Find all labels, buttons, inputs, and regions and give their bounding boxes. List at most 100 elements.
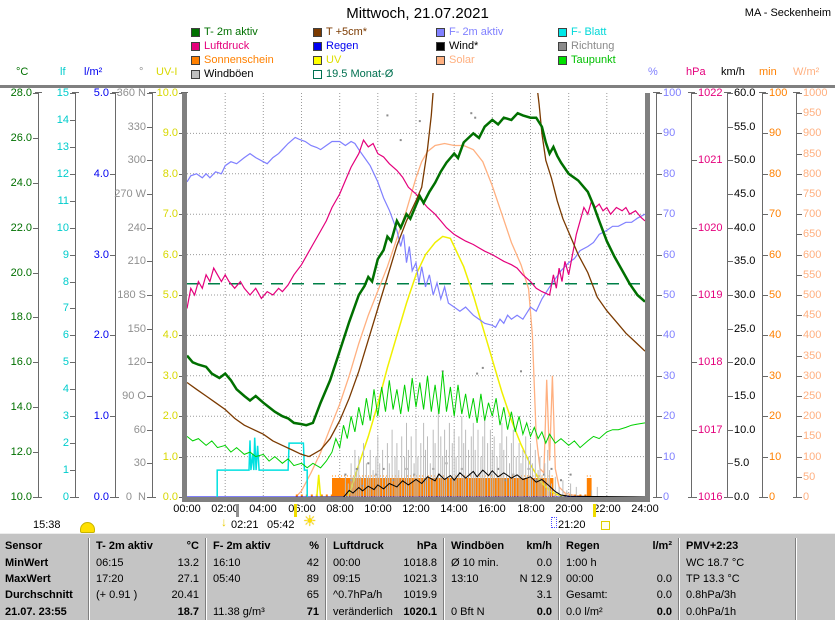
table-cell-text: F- 2m aktiv: [213, 540, 271, 553]
axis-unit-solar-rad: W/m²: [793, 66, 820, 78]
table-cell-value: 0.0: [536, 556, 552, 569]
axis-tick: [147, 362, 152, 363]
axis-tick: [33, 407, 38, 408]
axis-tick: [657, 133, 662, 134]
moonset-marker: [236, 504, 239, 517]
axis-unit-direction: °: [139, 66, 144, 78]
table-cell-text: PMV+2:23: [686, 540, 739, 553]
legend-label: Taupunkt: [571, 54, 616, 66]
axis-label-leaf-wetness: 3: [62, 410, 69, 422]
axis-label-uv-index: 5.0: [162, 289, 178, 301]
axis-tick: [797, 154, 802, 155]
axis-unit-uv-index: UV-I: [156, 66, 178, 78]
stats-table: Sensor T- 2m aktiv °C F- 2m aktiv% Luftdruck…: [0, 533, 835, 620]
axis-label-humidity: 100: [663, 87, 682, 99]
axis-label-direction: 90 O: [122, 390, 146, 402]
axis-tick: [70, 335, 75, 336]
axis-tick: [763, 295, 768, 296]
axis-tick: [797, 255, 802, 256]
axis-label-wind-speed: 20.0: [734, 356, 756, 368]
axis-label-wind-speed: 60.0: [734, 87, 756, 99]
table-cell-text: 05:40: [213, 572, 241, 585]
axis-tick: [179, 376, 184, 377]
table-cell-text: Gesamt:: [566, 589, 608, 602]
axis-cap: [112, 497, 119, 498]
axis-tick: [692, 362, 697, 363]
table-cell-2-0: Luftdruck hPa: [325, 538, 443, 555]
axis-line-pressure: [691, 92, 692, 498]
axis-tick: [763, 335, 768, 336]
axis-unit-sunshine-min: min: [759, 66, 777, 78]
table-cell-text: 11.38 g/m³: [213, 605, 265, 618]
table-cell-2-4: veränderlich 1020.1: [325, 603, 443, 620]
table-cell-4-2: 00:00 0.0: [558, 570, 678, 588]
table-cell-2-3: ^0.7hPa/h 1019.9: [325, 587, 443, 604]
legend-item-fblatt: F- Blatt: [558, 25, 698, 39]
legend-item-taupunkt: Taupunkt: [558, 53, 698, 67]
axis-tick: [797, 497, 802, 498]
table-cell-3-0: Windböen km/h: [443, 538, 558, 555]
axis-tick: [797, 396, 802, 397]
table-cell-value: 1020.1: [403, 605, 437, 618]
table-cell-4-4: 0.0 l/m² 0.0: [558, 603, 678, 620]
x-tick-label: 10:00: [364, 503, 392, 515]
axis-label-uv-index: 2.0: [162, 410, 178, 422]
axis-label-sunshine-min: 100: [769, 87, 788, 99]
axis-tick: [728, 93, 733, 94]
axis-tick: [33, 362, 38, 363]
table-cell-text: 0.0 l/m²: [566, 605, 603, 618]
table-cell-text: 06:15: [96, 556, 124, 569]
table-cell-3-4: 0 Bft N 0.0: [443, 603, 558, 620]
legend-item-t2m: T- 2m aktiv: [191, 25, 313, 39]
table-cell-1-4: 11.38 g/m³ 71: [205, 603, 325, 620]
axis-label-humidity: 70: [663, 208, 676, 220]
table-cell-5-1: WC 18.7 °C: [678, 554, 795, 571]
axis-label-uv-index: 1.0: [162, 451, 178, 463]
axis-label-temp: 24.0: [10, 177, 32, 189]
table-cell-value: l/m²: [652, 540, 672, 553]
table-cell-1-1: 16:10 42: [205, 554, 325, 571]
axis-tick: [179, 416, 184, 417]
axis-tick: [147, 497, 152, 498]
legend-item-richtung: Richtung: [558, 39, 698, 53]
table-cell-0-2: 17:20 27.1: [88, 570, 205, 588]
table-cell-4-0: Regen l/m²: [558, 538, 678, 555]
axis-tick: [797, 234, 802, 235]
axis-tick: [657, 93, 662, 94]
legend-label: Luftdruck: [204, 40, 250, 52]
axis-tick: [692, 430, 697, 431]
axis-label-sunshine-min: 0: [769, 491, 776, 503]
axis-tick: [179, 255, 184, 256]
axis-tick: [33, 273, 38, 274]
x-tick-label: 00:00: [173, 503, 201, 515]
axis-label-humidity: 30: [663, 370, 676, 382]
axis-label-wind-speed: 0.0: [734, 491, 750, 503]
table-cell-1-3: 65: [205, 587, 325, 604]
axis-cap: [724, 92, 731, 93]
table-cell-value: 3.1: [536, 589, 552, 602]
table-cell-4-3: Gesamt: 0.0: [558, 587, 678, 604]
axis-tick: [70, 201, 75, 202]
axis-label-leaf-wetness: 2: [62, 437, 69, 449]
axis-label-solar-rad: 600: [803, 249, 822, 261]
axis-label-leaf-wetness: 6: [62, 329, 69, 341]
axis-label-rain: 4.0: [93, 168, 109, 180]
axis-label-leaf-wetness: 5: [62, 356, 69, 368]
axis-label-humidity: 0: [663, 491, 670, 503]
table-cell-value: 71: [306, 605, 319, 618]
axis-label-solar-rad: 200: [803, 410, 822, 422]
axis-tick: [33, 138, 38, 139]
axis-line-humidity: [656, 92, 657, 498]
table-row-label: 21.07. 23:55: [5, 605, 67, 618]
axis-label-temp: 20.0: [10, 267, 32, 279]
axis-tick: [33, 228, 38, 229]
axis-tick: [147, 194, 152, 195]
table-cell-value: 65: [306, 589, 319, 602]
axis-tick: [147, 93, 152, 94]
axis-line-sunshine-min: [762, 92, 763, 498]
axis-tick: [728, 194, 733, 195]
legend-label: Solar: [449, 54, 475, 66]
wind-swatch-icon: [436, 41, 445, 51]
axis-tick: [763, 457, 768, 458]
table-cell-5-2: TP 13.3 °C: [678, 570, 795, 588]
